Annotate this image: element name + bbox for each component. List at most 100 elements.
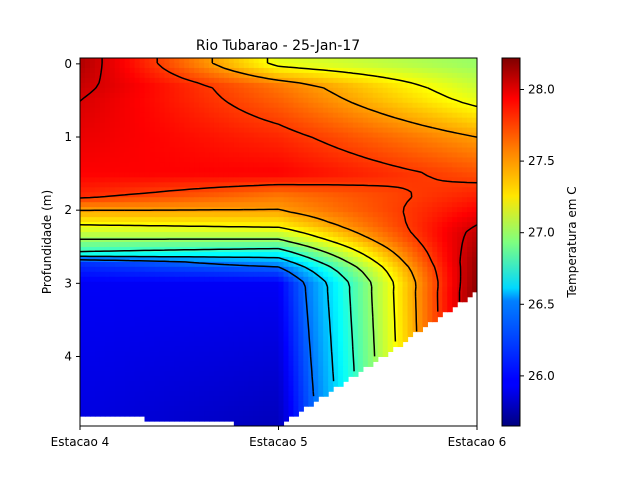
field-cell <box>462 167 468 173</box>
field-cell <box>333 122 339 129</box>
field-cell <box>184 152 190 159</box>
field-cell <box>467 286 473 293</box>
field-cell <box>417 207 424 213</box>
field-cell <box>189 72 195 79</box>
field-cell <box>357 271 364 278</box>
field-cell <box>159 281 165 288</box>
field-cell <box>352 331 359 338</box>
field-cell <box>104 87 111 94</box>
field-cell <box>124 232 131 238</box>
field-cell <box>174 92 180 99</box>
field-cell <box>223 336 230 343</box>
field-cell <box>268 202 275 208</box>
field-cell <box>372 222 379 228</box>
field-cell <box>338 62 344 69</box>
field-cell <box>452 256 458 263</box>
field-cell <box>204 102 210 109</box>
field-cell <box>209 296 215 303</box>
field-cell <box>169 331 175 338</box>
field-cell <box>278 167 285 173</box>
field-cell <box>139 376 146 382</box>
field-cell <box>114 202 121 208</box>
field-cell <box>89 321 96 328</box>
field-cell <box>452 266 458 273</box>
field-cell <box>253 157 260 164</box>
field-cell <box>144 331 151 338</box>
field-cell <box>273 266 280 273</box>
field-cell <box>323 361 329 367</box>
field-cell <box>233 331 240 338</box>
field-cell <box>99 316 106 323</box>
field-cell <box>89 232 96 238</box>
field-cell <box>238 242 245 248</box>
field-cell <box>204 142 210 149</box>
field-cell <box>397 281 404 288</box>
field-cell <box>253 356 260 362</box>
field-cell <box>114 346 121 352</box>
field-cell <box>268 142 275 149</box>
field-cell <box>343 87 349 94</box>
field-cell <box>228 97 235 104</box>
field-cell <box>268 167 275 173</box>
field-cell <box>298 306 304 313</box>
field-cell <box>347 256 354 263</box>
field-cell <box>457 182 463 188</box>
field-cell <box>268 177 275 183</box>
field-cell <box>144 326 151 333</box>
field-cell <box>392 58 399 64</box>
field-cell <box>352 316 359 323</box>
field-cell <box>268 187 275 193</box>
field-cell <box>417 217 424 223</box>
field-cell <box>263 82 270 89</box>
field-cell <box>139 316 146 323</box>
field-cell <box>462 246 468 253</box>
field-cell <box>80 251 86 258</box>
field-cell <box>338 202 344 208</box>
field-cell <box>184 132 190 139</box>
field-cell <box>293 232 299 238</box>
field-cell <box>432 117 438 124</box>
field-cell <box>457 187 463 193</box>
field-cell <box>243 246 250 253</box>
field-cell <box>159 232 165 238</box>
field-cell <box>313 142 319 149</box>
field-cell <box>447 117 453 124</box>
field-cell <box>184 366 190 372</box>
field-cell <box>139 107 146 114</box>
field-cell <box>308 62 314 69</box>
field-cell <box>427 212 433 218</box>
field-cell <box>258 87 265 94</box>
field-cell <box>323 341 329 348</box>
field-cell <box>258 217 265 223</box>
field-cell <box>303 137 309 144</box>
field-cell <box>472 92 477 99</box>
field-cell <box>338 67 344 74</box>
field-cell <box>159 371 165 377</box>
field-cell <box>223 132 230 139</box>
field-cell <box>343 341 349 348</box>
field-cell <box>109 132 116 139</box>
field-cell <box>357 351 364 357</box>
field-cell <box>268 227 275 233</box>
field-cell <box>462 281 468 288</box>
field-cell <box>392 67 399 74</box>
field-cell <box>194 147 200 154</box>
field-cell <box>223 266 230 273</box>
field-cell <box>149 58 156 64</box>
field-cell <box>442 147 448 154</box>
field-cell <box>204 152 210 159</box>
field-cell <box>437 207 443 213</box>
field-cell <box>427 127 433 134</box>
field-cell <box>119 92 126 99</box>
field-cell <box>104 227 111 233</box>
field-cell <box>129 62 136 69</box>
field-cell <box>248 286 255 293</box>
field-cell <box>303 266 309 273</box>
field-cell <box>328 281 334 288</box>
field-cell <box>333 276 339 283</box>
field-cell <box>278 326 285 333</box>
field-cell <box>204 132 210 139</box>
field-cell <box>268 157 275 164</box>
field-cell <box>243 341 250 348</box>
field-cell <box>457 77 463 84</box>
